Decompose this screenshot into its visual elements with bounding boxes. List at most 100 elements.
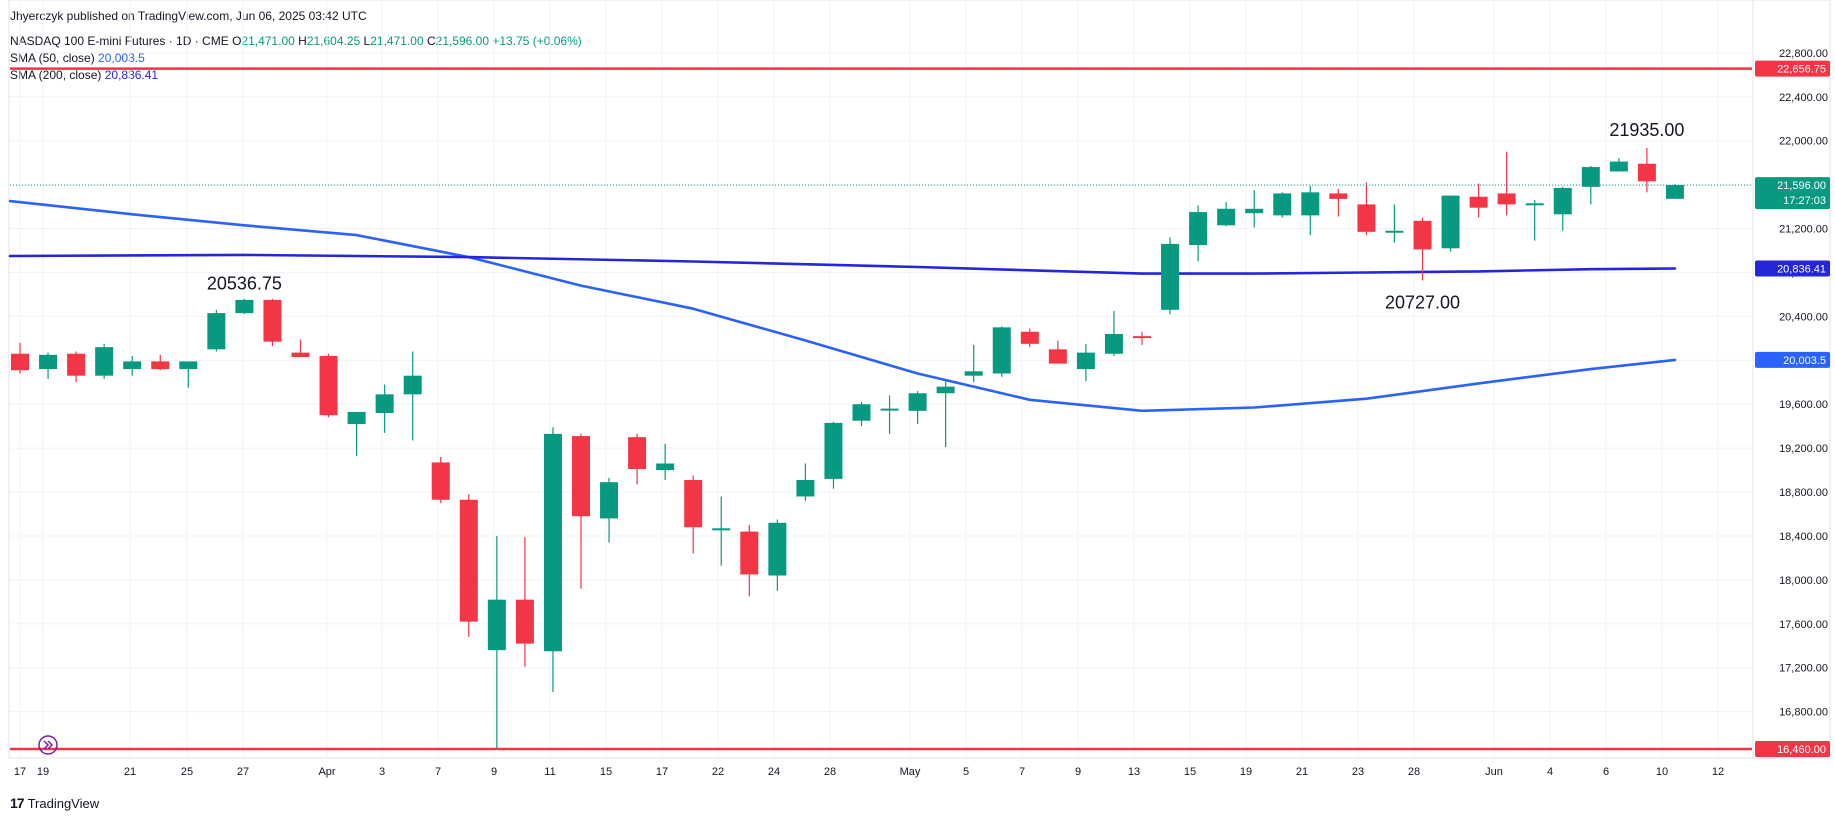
- close-label: C: [426, 34, 436, 48]
- x-tick-label: 23: [1352, 766, 1364, 778]
- x-tick-label: 19: [37, 766, 49, 778]
- level-badge-bg: [1755, 60, 1830, 77]
- candle-body: [1553, 187, 1572, 215]
- candle: [543, 427, 562, 692]
- candle: [600, 477, 619, 543]
- sma200-legend[interactable]: SMA (200, close) 20,836.41: [10, 68, 158, 82]
- open-label: O: [232, 34, 242, 48]
- x-tick-label: 17: [656, 766, 668, 778]
- candle-body: [1245, 208, 1264, 214]
- candle-body: [1273, 193, 1292, 216]
- candle-body: [375, 394, 394, 414]
- candle-body: [768, 522, 787, 576]
- scroll-to-realtime-arrows: [43, 740, 54, 750]
- candle-body: [1609, 161, 1628, 172]
- candle-body: [712, 528, 731, 531]
- candle: [628, 433, 647, 485]
- candle: [796, 463, 815, 501]
- y-tick-label: 19,600.00: [1779, 399, 1828, 411]
- x-tick-label: Jun: [1485, 766, 1503, 778]
- x-tick-label: 5: [963, 766, 969, 778]
- x-tick-label: 3: [379, 766, 385, 778]
- sma50-badge: 20,003.5: [1783, 355, 1826, 367]
- candle: [347, 411, 366, 456]
- candle-body: [572, 436, 590, 517]
- candle: [1273, 192, 1292, 218]
- candle-body: [1581, 167, 1600, 187]
- candle: [1553, 186, 1572, 231]
- candle-body: [431, 462, 450, 500]
- candle-body: [1665, 185, 1684, 199]
- candle: [403, 351, 422, 441]
- candle-body: [263, 299, 282, 342]
- candle: [1357, 182, 1376, 236]
- candle-body: [1413, 220, 1432, 250]
- candle: [1048, 340, 1067, 364]
- candle: [656, 443, 675, 480]
- candle: [1609, 158, 1628, 172]
- y-tick-label: 16,800.00: [1779, 707, 1828, 719]
- candle-body: [1329, 193, 1348, 199]
- candle-body: [600, 482, 619, 519]
- candle-body: [151, 361, 170, 370]
- scroll-to-realtime-icon[interactable]: [38, 735, 58, 755]
- candle: [1581, 165, 1600, 205]
- sma50-value: 20,003.5: [98, 51, 145, 65]
- y-tick-label: 18,400.00: [1779, 531, 1828, 543]
- candle: [319, 353, 338, 418]
- x-tick-label: 12: [1712, 766, 1724, 778]
- candle: [1329, 189, 1348, 217]
- candle-body: [67, 353, 86, 376]
- price-annotation: 20536.75: [207, 273, 282, 293]
- y-tick-label: 17,600.00: [1779, 619, 1828, 631]
- x-tick-label: 11: [544, 766, 555, 778]
- sma50-legend[interactable]: SMA (50, close) 20,003.5: [10, 51, 145, 65]
- tradingview-brand[interactable]: 17 TradingView: [10, 795, 99, 811]
- candle: [1076, 343, 1095, 382]
- candle-body: [1525, 203, 1544, 206]
- sma200-badge-bg: [1755, 260, 1830, 277]
- candle: [1301, 185, 1320, 236]
- candle: [1161, 237, 1180, 315]
- x-tick-label: 7: [1019, 766, 1025, 778]
- x-tick-label: 15: [600, 766, 612, 778]
- last-price-badge: 21,596.00: [1777, 180, 1826, 192]
- sma200-label: SMA (200, close): [10, 68, 102, 82]
- candle: [235, 298, 254, 315]
- candle: [11, 342, 29, 374]
- tradingview-logo-icon: 17: [10, 795, 25, 811]
- candle-body: [1161, 243, 1180, 310]
- x-tick-label: 21: [1296, 766, 1308, 778]
- candle-body: [39, 354, 58, 370]
- sma50-badge-bg: [1755, 351, 1830, 368]
- candle: [1525, 200, 1544, 241]
- x-tick-label: 22: [712, 766, 724, 778]
- candle-body: [1385, 230, 1404, 233]
- open-value: 21,471.00: [241, 34, 295, 48]
- candle: [67, 351, 86, 383]
- candle-body: [964, 371, 983, 376]
- candle-body: [347, 411, 366, 424]
- candle-body: [1189, 212, 1208, 246]
- candle-body: [459, 499, 478, 622]
- candle: [1133, 331, 1151, 345]
- candle-body: [824, 422, 843, 479]
- candle-body: [123, 361, 142, 370]
- x-tick-label: 10: [1656, 766, 1668, 778]
- candle: [852, 402, 871, 427]
- candle: [123, 355, 142, 376]
- y-tick-label: 18,800.00: [1779, 487, 1828, 499]
- candle: [1497, 151, 1516, 216]
- candle: [39, 352, 58, 379]
- candle: [1665, 184, 1684, 199]
- candle: [684, 475, 703, 554]
- candle: [712, 496, 731, 566]
- candle: [207, 309, 226, 352]
- x-tick-label: 19: [1240, 766, 1252, 778]
- level-badge: 22,656.75: [1777, 64, 1826, 76]
- x-tick-label: 9: [491, 766, 497, 778]
- candle-body: [1133, 336, 1151, 339]
- y-tick-label: 18,000.00: [1779, 575, 1828, 587]
- price-chart[interactable]: 16,800.00 17,200.00 17,600.00 18,000.00 18,4…: [0, 0, 1835, 790]
- candle: [740, 525, 759, 597]
